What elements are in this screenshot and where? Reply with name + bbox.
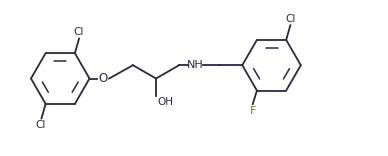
Text: NH: NH bbox=[187, 60, 204, 70]
Text: Cl: Cl bbox=[35, 120, 45, 130]
Text: O: O bbox=[99, 72, 108, 85]
Text: OH: OH bbox=[157, 97, 173, 107]
Text: F: F bbox=[249, 106, 256, 116]
Text: Cl: Cl bbox=[285, 14, 296, 24]
Text: Cl: Cl bbox=[74, 27, 84, 37]
